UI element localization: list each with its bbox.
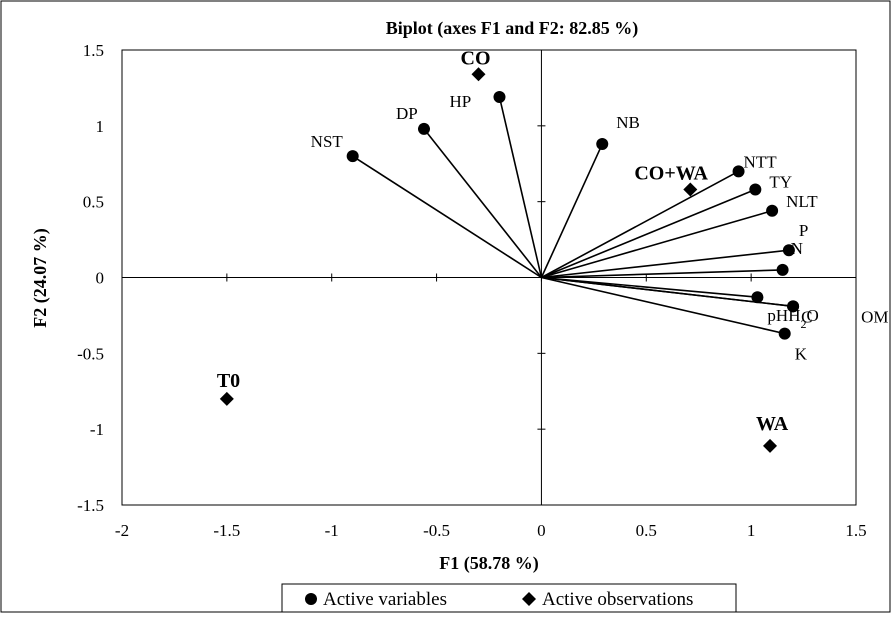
vector-nst (352, 155, 542, 279)
x-tick-label: 0 (537, 521, 546, 540)
y-tick-label: -0.5 (77, 344, 104, 363)
vector-k (541, 276, 785, 335)
variable-point-nst (346, 150, 359, 163)
legend-box (281, 583, 737, 613)
y-tick-label: -1 (90, 420, 104, 439)
variable-point-om (787, 300, 800, 313)
observation-label-co-wa: CO+WA (634, 163, 708, 185)
variable-label-p: P (799, 221, 808, 240)
x-tick-label: 1 (747, 521, 756, 540)
vector-dp (423, 128, 543, 278)
x-tick-label: 0.5 (636, 521, 657, 540)
observation-label-t0: T0 (217, 370, 240, 392)
vector-nb (540, 143, 603, 278)
x-tick-label: -1.5 (213, 521, 240, 540)
observation-label-co: CO (461, 47, 491, 69)
observation-label-wa: WA (756, 413, 789, 435)
variable-point-k (778, 327, 791, 340)
vector-ntt (541, 170, 739, 279)
variable-label-dp: DP (396, 104, 418, 123)
variable-point-n (776, 263, 789, 276)
vector-nlt (541, 209, 773, 279)
x-axis-title: F1 (58.78 %) (439, 553, 538, 574)
variable-point-dp (417, 122, 430, 135)
observation-point-wa (763, 438, 778, 453)
y-tick-label: 0.5 (83, 193, 104, 212)
variable-label-om: OM (861, 307, 888, 326)
legend-marker-diamond (522, 592, 536, 606)
variable-point-nb (596, 138, 609, 151)
variable-point-hp (493, 91, 506, 104)
legend-label-active-variables: Active variables (323, 589, 447, 610)
variable-label-nst: NST (311, 132, 344, 151)
variable-vectors (352, 96, 794, 335)
observation-point-co (471, 67, 486, 82)
observation-point-co-wa (683, 182, 698, 197)
variable-label-hp: HP (449, 92, 471, 111)
y-tick-label: 1 (96, 117, 105, 136)
variable-point-nlt (766, 204, 779, 217)
variable-label-nlt: NLT (786, 192, 818, 211)
vector-hp (498, 96, 543, 278)
variable-label-nb: NB (616, 113, 640, 132)
x-tick-label: -0.5 (423, 521, 450, 540)
y-tick-label: -1.5 (77, 496, 104, 515)
variable-point-ty (749, 183, 762, 196)
variable-label-k: K (795, 345, 808, 364)
variable-point-phh2o (751, 291, 764, 304)
observation-points (219, 67, 778, 453)
variable-label-c: C (801, 307, 812, 326)
chart-title: Biplot (axes F1 and F2: 82.85 %) (386, 18, 639, 39)
x-tick-label: -2 (115, 521, 129, 540)
legend-marker-circle (305, 593, 317, 605)
x-tick-label: -1 (325, 521, 339, 540)
variable-label-ntt: NTT (744, 152, 778, 171)
vector-n (541, 269, 783, 279)
x-tick-label: 1.5 (845, 521, 866, 540)
variable-point-p (782, 244, 795, 257)
legend: Active variables Active observations (281, 583, 737, 613)
variable-points (346, 91, 800, 340)
vector-om (541, 276, 794, 308)
legend-label-active-observations: Active observations (542, 589, 693, 610)
y-tick-label: 0 (96, 269, 105, 288)
variable-point-ntt (732, 165, 745, 178)
observation-point-t0 (219, 391, 234, 406)
y-axis-title: F2 (24.07 %) (30, 228, 51, 327)
vector-ty (541, 188, 756, 279)
axes: -2 -1.5 -1 -0.5 0 0.5 1 1.5 -1.5 -1 -0.5 0 0.5 1 1.5 (77, 41, 867, 540)
y-tick-label: 1.5 (83, 41, 104, 60)
variable-label-ty: TY (769, 173, 792, 192)
vector-phh2o (541, 276, 758, 299)
variable-label-n: N (791, 239, 803, 258)
vector-p (541, 249, 789, 279)
